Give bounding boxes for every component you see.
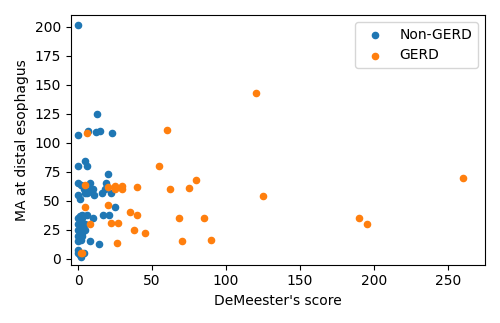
Non-GERD [76,253,84,258]
Non-GERD [78,231,86,236]
GERD [185,185,193,191]
Non-GERD [74,239,82,244]
Non-GERD [74,222,82,227]
GERD [114,220,122,225]
Non-GERD [84,129,92,134]
Non-GERD [74,233,82,238]
GERD [111,183,119,188]
Non-GERD [84,189,92,194]
Y-axis label: MA at distal esophagus: MA at distal esophagus [15,59,29,221]
GERD [130,227,138,233]
Non-GERD [83,190,91,195]
GERD [355,216,363,221]
Non-GERD [76,231,84,236]
Non-GERD [89,216,97,221]
Non-GERD [77,254,85,259]
Non-GERD [78,233,86,238]
GERD [133,212,141,217]
Non-GERD [98,190,106,195]
GERD [77,251,85,256]
Non-GERD [88,187,96,192]
GERD [252,90,260,95]
Non-GERD [74,216,82,221]
GERD [133,184,141,190]
GERD [104,203,112,208]
Non-GERD [86,181,94,186]
Non-GERD [90,193,98,198]
GERD [82,182,90,187]
Non-GERD [74,163,82,169]
Non-GERD [82,190,90,195]
Non-GERD [78,222,86,227]
Non-GERD [77,233,85,238]
GERD [106,220,114,225]
GERD [78,251,86,256]
Non-GERD [80,187,88,192]
Non-GERD [95,241,103,246]
GERD [118,183,126,188]
Non-GERD [74,23,82,28]
GERD [362,222,370,227]
Non-GERD [76,196,84,201]
Non-GERD [74,227,82,233]
X-axis label: DeMeester's score: DeMeester's score [214,294,342,308]
Non-GERD [77,238,85,243]
Non-GERD [82,227,90,233]
Non-GERD [104,172,112,177]
GERD [83,131,91,136]
Non-GERD [108,131,116,136]
Non-GERD [77,182,85,187]
Non-GERD [105,212,113,217]
GERD [174,216,182,221]
Non-GERD [77,214,85,219]
Non-GERD [106,190,114,195]
GERD [112,240,120,245]
GERD [163,127,171,132]
GERD [259,193,267,199]
Non-GERD [99,212,107,217]
Legend: Non-GERD, GERD: Non-GERD, GERD [355,22,478,68]
Non-GERD [83,212,91,217]
Non-GERD [111,204,119,209]
Non-GERD [77,225,85,230]
GERD [111,187,119,192]
Non-GERD [96,129,104,134]
GERD [86,222,94,227]
Non-GERD [86,239,94,244]
GERD [200,216,208,221]
Non-GERD [74,251,82,256]
Non-GERD [102,181,110,186]
GERD [156,163,164,169]
Non-GERD [74,181,82,186]
Non-GERD [92,130,100,135]
Non-GERD [83,163,91,169]
GERD [166,187,174,192]
GERD [126,210,134,215]
GERD [178,239,186,244]
GERD [207,238,215,243]
Non-GERD [74,132,82,137]
Non-GERD [76,214,84,219]
Non-GERD [80,251,88,256]
Non-GERD [74,193,82,198]
GERD [192,177,200,182]
Non-GERD [78,216,86,221]
Non-GERD [100,187,108,192]
Non-GERD [74,247,82,252]
GERD [140,231,148,236]
Non-GERD [89,187,97,192]
GERD [82,204,90,209]
GERD [459,175,467,180]
Non-GERD [76,235,84,241]
Non-GERD [94,111,102,116]
GERD [118,187,126,192]
GERD [104,184,112,190]
Non-GERD [82,159,90,164]
Non-GERD [82,222,90,227]
Non-GERD [78,212,86,217]
